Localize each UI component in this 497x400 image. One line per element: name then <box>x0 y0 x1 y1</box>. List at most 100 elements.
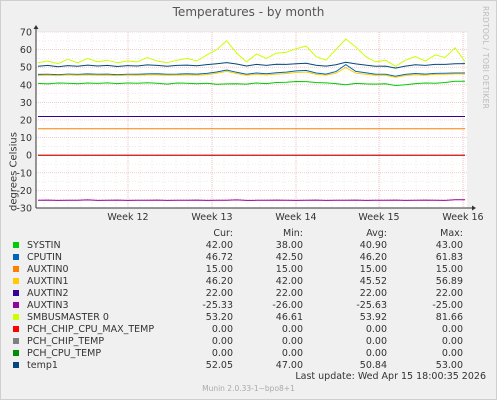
legend-max-value: 15.00 <box>435 264 463 275</box>
legend-swatch <box>13 266 19 272</box>
legend-cur-value: 46.72 <box>205 252 233 263</box>
legend-max-value: -25.00 <box>432 300 463 311</box>
legend-swatch <box>13 302 19 308</box>
series-line-cputin <box>37 63 465 77</box>
legend-header-avg: Avg: <box>366 228 387 239</box>
x-tick-label: Week 16 <box>442 212 483 223</box>
y-tick-label: -10 <box>16 168 32 179</box>
y-tick-label: 50 <box>20 63 32 74</box>
legend-row: temp1 52.05 47.00 50.84 53.00 <box>0 360 497 372</box>
y-tick-label: -20 <box>16 186 32 197</box>
legend-swatch <box>13 338 19 344</box>
y-tick-label: -30 <box>16 204 32 215</box>
legend-cur-value: 0.00 <box>211 336 233 347</box>
legend-series-name: AUXTIN1 <box>27 276 69 287</box>
legend-min-value: 46.61 <box>275 312 303 323</box>
legend-row: SYSTIN 42.00 38.00 40.90 43.00 <box>0 240 497 252</box>
legend-row: PCH_CHIP_TEMP 0.00 0.00 0.00 0.00 <box>0 336 497 348</box>
legend-series-name: PCH_CHIP_TEMP <box>27 336 105 347</box>
legend-max-value: 0.00 <box>441 348 463 359</box>
legend-swatch <box>13 290 19 296</box>
legend-min-value: 15.00 <box>275 264 303 275</box>
legend-avg-value: 0.00 <box>365 336 387 347</box>
legend-cur-value: 46.20 <box>205 276 233 287</box>
legend-cur-value: 0.00 <box>211 324 233 335</box>
legend-avg-value: 15.00 <box>359 264 387 275</box>
legend-series-name: temp1 <box>27 360 58 371</box>
legend-avg-value: 53.92 <box>359 312 387 323</box>
legend-series-name: SYSTIN <box>27 240 61 251</box>
legend-avg-value: 40.90 <box>359 240 387 251</box>
legend-cur-value: 53.20 <box>205 312 233 323</box>
x-tick-label: Week 12 <box>107 212 148 223</box>
legend-min-value: 42.50 <box>275 252 303 263</box>
legend-avg-value: 0.00 <box>365 348 387 359</box>
legend-cur-value: 42.00 <box>205 240 233 251</box>
legend-header-min: Min: <box>282 228 303 239</box>
legend-min-value: 47.00 <box>275 360 303 371</box>
series-line-systin <box>37 80 465 87</box>
legend-row: PCH_CHIP_CPU_MAX_TEMP 0.00 0.00 0.00 0.00 <box>0 324 497 336</box>
legend-swatch <box>13 362 19 368</box>
legend-cur-value: 52.05 <box>205 360 233 371</box>
legend-cur-value: 15.00 <box>205 264 233 275</box>
x-axis-arrow <box>472 205 476 211</box>
legend-avg-value: -25.63 <box>356 300 387 311</box>
legend-series-name: AUXTIN2 <box>27 288 69 299</box>
legend-avg-value: 50.84 <box>359 360 387 371</box>
y-tick-label: 70 <box>20 28 32 39</box>
legend-header: Cur: Min: Avg: Max: <box>0 228 497 240</box>
legend-min-value: 0.00 <box>281 348 303 359</box>
series-line-temp1 <box>37 61 466 69</box>
legend-series-name: CPUTIN <box>27 252 63 263</box>
legend-series-name: AUXTIN3 <box>27 300 69 311</box>
legend-swatch <box>13 314 19 320</box>
y-axis-arrow <box>33 25 39 29</box>
y-tick-label: 30 <box>20 98 32 109</box>
legend-series-name: PCH_CPU_TEMP <box>27 348 102 359</box>
legend-cur-value: 0.00 <box>211 348 233 359</box>
series-line-auxtin3 <box>37 199 465 201</box>
legend-cur-value: 22.00 <box>205 288 233 299</box>
legend-swatch <box>13 242 19 248</box>
legend-min-value: 38.00 <box>275 240 303 251</box>
legend-cur-value: -25.33 <box>202 300 233 311</box>
legend-max-value: 22.00 <box>435 288 463 299</box>
legend-avg-value: 0.00 <box>365 324 387 335</box>
plot-area <box>36 32 467 208</box>
legend-max-value: 56.89 <box>435 276 463 287</box>
legend-min-value: 0.00 <box>281 324 303 335</box>
legend-row: AUXTIN0 15.00 15.00 15.00 15.00 <box>0 264 497 276</box>
y-tick-label: 10 <box>20 133 32 144</box>
y-tick-label: 60 <box>20 45 32 56</box>
legend-row: SMBUSMASTER 0 53.20 46.61 53.92 81.66 <box>0 312 497 324</box>
last-update: Last update: Wed Apr 15 18:00:35 2026 <box>295 371 486 382</box>
series-line-smbusmaster-0 <box>37 38 466 67</box>
legend-avg-value: 22.00 <box>359 288 387 299</box>
legend-series-name: PCH_CHIP_CPU_MAX_TEMP <box>27 324 155 335</box>
legend-swatch <box>13 254 19 260</box>
legend-max-value: 53.00 <box>435 360 463 371</box>
x-tick-label: Week 14 <box>275 212 316 223</box>
legend-series-name: SMBUSMASTER 0 <box>27 312 109 323</box>
legend-swatch <box>13 326 19 332</box>
x-tick-label: Week 13 <box>191 212 232 223</box>
legend-max-value: 43.00 <box>435 240 463 251</box>
legend-max-value: 61.83 <box>435 252 463 263</box>
legend-avg-value: 45.52 <box>359 276 387 287</box>
legend-row: AUXTIN2 22.00 22.00 22.00 22.00 <box>0 288 497 300</box>
y-tick-label: 20 <box>20 116 32 127</box>
legend-max-value: 0.00 <box>441 324 463 335</box>
y-tick-label: 40 <box>20 80 32 91</box>
legend-swatch <box>13 350 19 356</box>
legend-min-value: 42.00 <box>275 276 303 287</box>
legend-min-value: 0.00 <box>281 336 303 347</box>
legend-min-value: 22.00 <box>275 288 303 299</box>
legend-max-value: 0.00 <box>441 336 463 347</box>
legend-row: AUXTIN1 46.20 42.00 45.52 56.89 <box>0 276 497 288</box>
y-tick-label: 0 <box>26 151 32 162</box>
legend-row: AUXTIN3 -25.33 -26.00 -25.63 -25.00 <box>0 300 497 312</box>
legend-max-value: 81.66 <box>435 312 463 323</box>
footer-version: Munin 2.0.33-1~bpo8+1 <box>202 384 295 393</box>
chart-title: Temperatures - by month <box>172 5 325 19</box>
